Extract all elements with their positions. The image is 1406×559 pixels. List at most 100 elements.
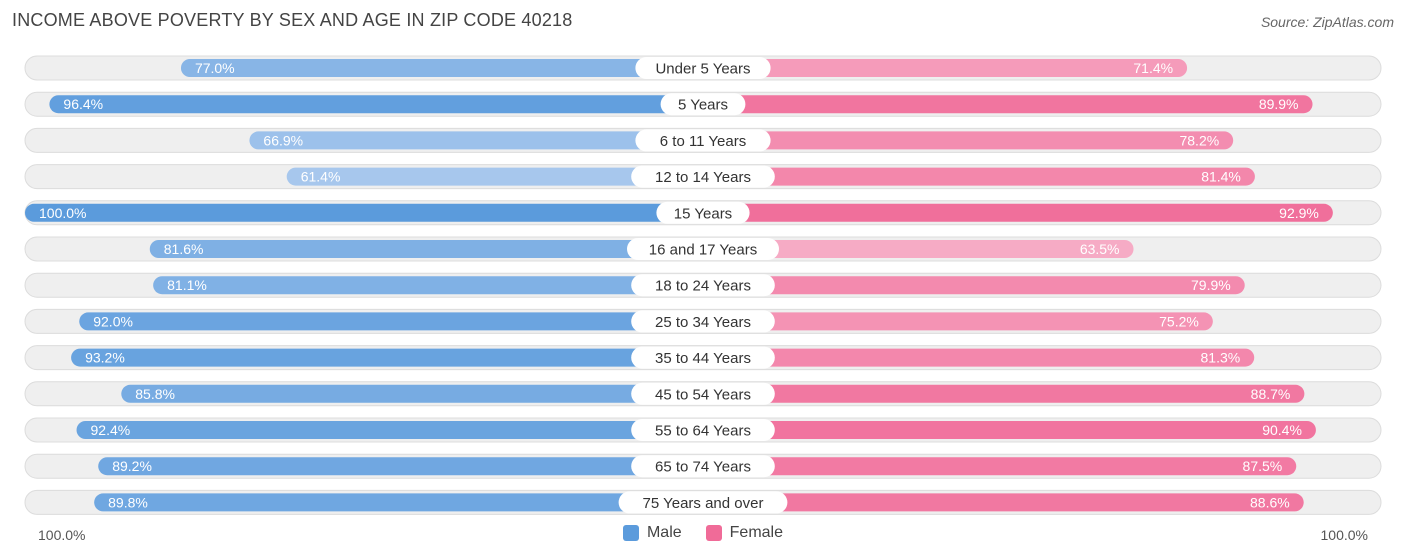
bar-female — [703, 203, 1333, 222]
value-label-male: 61.4% — [301, 169, 341, 185]
bar-male — [79, 312, 704, 331]
value-label-female: 79.9% — [1191, 277, 1231, 293]
chart-row: 96.4% 89.9% 5 Years — [24, 91, 1382, 117]
bar-male — [153, 276, 704, 295]
category-label: 55 to 64 Years — [655, 423, 751, 440]
value-label-female: 81.4% — [1201, 169, 1241, 185]
value-label-male: 81.6% — [164, 241, 204, 257]
bar-female — [703, 348, 1255, 367]
legend-item-male: Male — [622, 524, 682, 542]
value-label-female: 92.9% — [1279, 205, 1319, 221]
category-label: 75 Years and over — [643, 495, 764, 512]
bar-male — [249, 131, 703, 150]
category-label: 16 and 17 Years — [649, 242, 757, 259]
bar-female — [703, 457, 1297, 476]
value-label-female: 87.5% — [1243, 458, 1283, 474]
value-label-female: 81.3% — [1201, 350, 1241, 366]
value-label-male: 96.4% — [63, 96, 103, 112]
bar-female — [703, 384, 1305, 403]
value-label-male: 89.8% — [108, 494, 148, 510]
chart-row: 81.6% 63.5% 16 and 17 Years — [24, 236, 1382, 262]
value-label-male: 89.2% — [112, 458, 152, 474]
chart-row: 89.8% 88.6% 75 Years and over — [24, 489, 1382, 515]
chart-title: INCOME ABOVE POVERTY BY SEX AND AGE IN Z… — [12, 10, 573, 30]
bar-female — [703, 95, 1313, 114]
category-pill — [631, 274, 775, 297]
value-label-male: 92.4% — [91, 422, 131, 438]
chart-row: 77.0% 71.4% Under 5 Years — [24, 55, 1382, 81]
value-label-female: 90.4% — [1262, 422, 1302, 438]
category-pill — [631, 419, 775, 441]
bar-female — [703, 421, 1316, 439]
chart-row: 93.2% 81.3% 35 to 44 Years — [24, 345, 1382, 371]
bar-female — [703, 131, 1234, 150]
legend: Male Female — [0, 524, 1406, 542]
category-label: 6 to 11 Years — [660, 133, 746, 150]
category-pill — [656, 201, 750, 224]
legend-label-male: Male — [646, 524, 682, 541]
category-label: 15 Years — [674, 205, 732, 222]
bar-female — [703, 493, 1304, 512]
chart-row: 92.4% 90.4% 55 to 64 Years — [24, 417, 1382, 443]
category-pill — [631, 165, 775, 188]
bar-male — [94, 493, 703, 512]
category-pill — [631, 455, 775, 478]
value-label-male: 100.0% — [39, 205, 86, 221]
category-pill — [627, 238, 779, 260]
legend-swatch-male — [622, 525, 639, 541]
category-pill — [660, 93, 746, 116]
category-label: 12 to 14 Years — [655, 169, 751, 186]
value-label-female: 63.5% — [1080, 241, 1120, 257]
value-label-female: 75.2% — [1159, 313, 1199, 329]
bar-male — [98, 457, 703, 476]
chart-row: 89.2% 87.5% 65 to 74 Years — [24, 453, 1382, 479]
category-label: 35 to 44 Years — [655, 350, 751, 367]
value-label-male: 81.1% — [167, 277, 207, 293]
category-label: 65 to 74 Years — [655, 459, 751, 476]
bar-male — [25, 203, 703, 222]
bar-male — [49, 95, 703, 114]
category-label: 25 to 34 Years — [655, 314, 751, 331]
value-label-male: 93.2% — [85, 350, 125, 366]
legend-item-female: Female — [705, 524, 784, 542]
value-label-female: 88.7% — [1251, 386, 1291, 402]
legend-label-female: Female — [729, 524, 784, 541]
category-label: 5 Years — [678, 97, 728, 114]
bar-male — [180, 59, 703, 77]
chart-row: 85.8% 88.7% 45 to 54 Years — [24, 381, 1382, 407]
value-label-female: 89.9% — [1259, 96, 1299, 112]
value-label-male: 77.0% — [195, 60, 235, 76]
bar-male — [76, 421, 703, 439]
chart-plot: 77.0% 71.4% Under 5 Years 96.4% 89.9% 5 Years… — [24, 55, 1382, 515]
bar-male — [286, 167, 703, 186]
category-pill — [635, 57, 771, 79]
bar-female — [703, 59, 1188, 77]
bar-female — [703, 240, 1134, 258]
category-label: Under 5 Years — [655, 61, 750, 78]
value-label-male: 85.8% — [135, 386, 175, 402]
bar-male — [149, 240, 703, 258]
value-label-female: 88.6% — [1250, 494, 1290, 510]
value-label-female: 71.4% — [1133, 60, 1173, 76]
chart-row: 100.0% 92.9% 15 Years — [24, 200, 1382, 226]
category-label: 18 to 24 Years — [655, 278, 751, 295]
category-pill — [635, 129, 771, 152]
chart-row: 92.0% 75.2% 25 to 34 Years — [24, 308, 1382, 334]
source-label: Source: ZipAtlas.com — [1260, 14, 1394, 30]
value-label-female: 78.2% — [1179, 132, 1219, 148]
bar-female — [703, 276, 1245, 295]
category-label: 45 to 54 Years — [655, 386, 751, 403]
value-label-male: 66.9% — [263, 132, 303, 148]
axis-left-label: 100.0% — [38, 527, 86, 543]
category-pill — [631, 346, 775, 369]
bar-male — [71, 348, 703, 367]
chart-row: 66.9% 78.2% 6 to 11 Years — [24, 127, 1382, 153]
category-pill — [618, 491, 788, 514]
chart-row: 61.4% 81.4% 12 to 14 Years — [24, 164, 1382, 190]
legend-swatch-female — [705, 525, 722, 541]
chart-row: 81.1% 79.9% 18 to 24 Years — [24, 272, 1382, 298]
bar-female — [703, 312, 1213, 331]
bar-male — [121, 384, 703, 403]
category-pill — [631, 310, 775, 333]
category-pill — [631, 382, 775, 405]
